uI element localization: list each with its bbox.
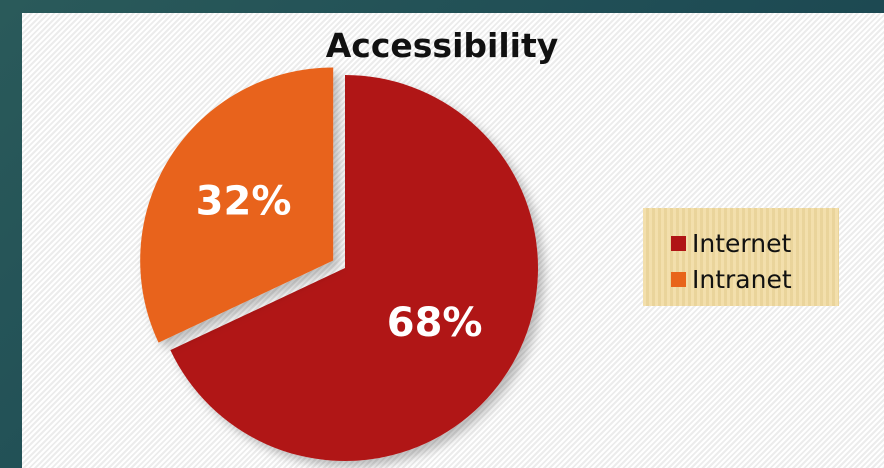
legend-label-internet: Internet: [692, 228, 792, 258]
legend: Internet Intranet: [643, 208, 839, 306]
slice-label-internet: 68%: [387, 300, 483, 346]
slice-label-intranet: 32%: [196, 179, 292, 225]
legend-item-internet: Internet: [671, 228, 791, 258]
legend-item-intranet: Intranet: [671, 264, 792, 294]
legend-label-intranet: Intranet: [692, 264, 792, 294]
pie-slice-intranet: [140, 67, 334, 343]
pie-slice-internet: [170, 75, 538, 461]
legend-swatch-intranet: [671, 271, 686, 287]
legend-swatch-internet: [671, 235, 686, 251]
chart-title: Accessibility: [325, 26, 559, 65]
